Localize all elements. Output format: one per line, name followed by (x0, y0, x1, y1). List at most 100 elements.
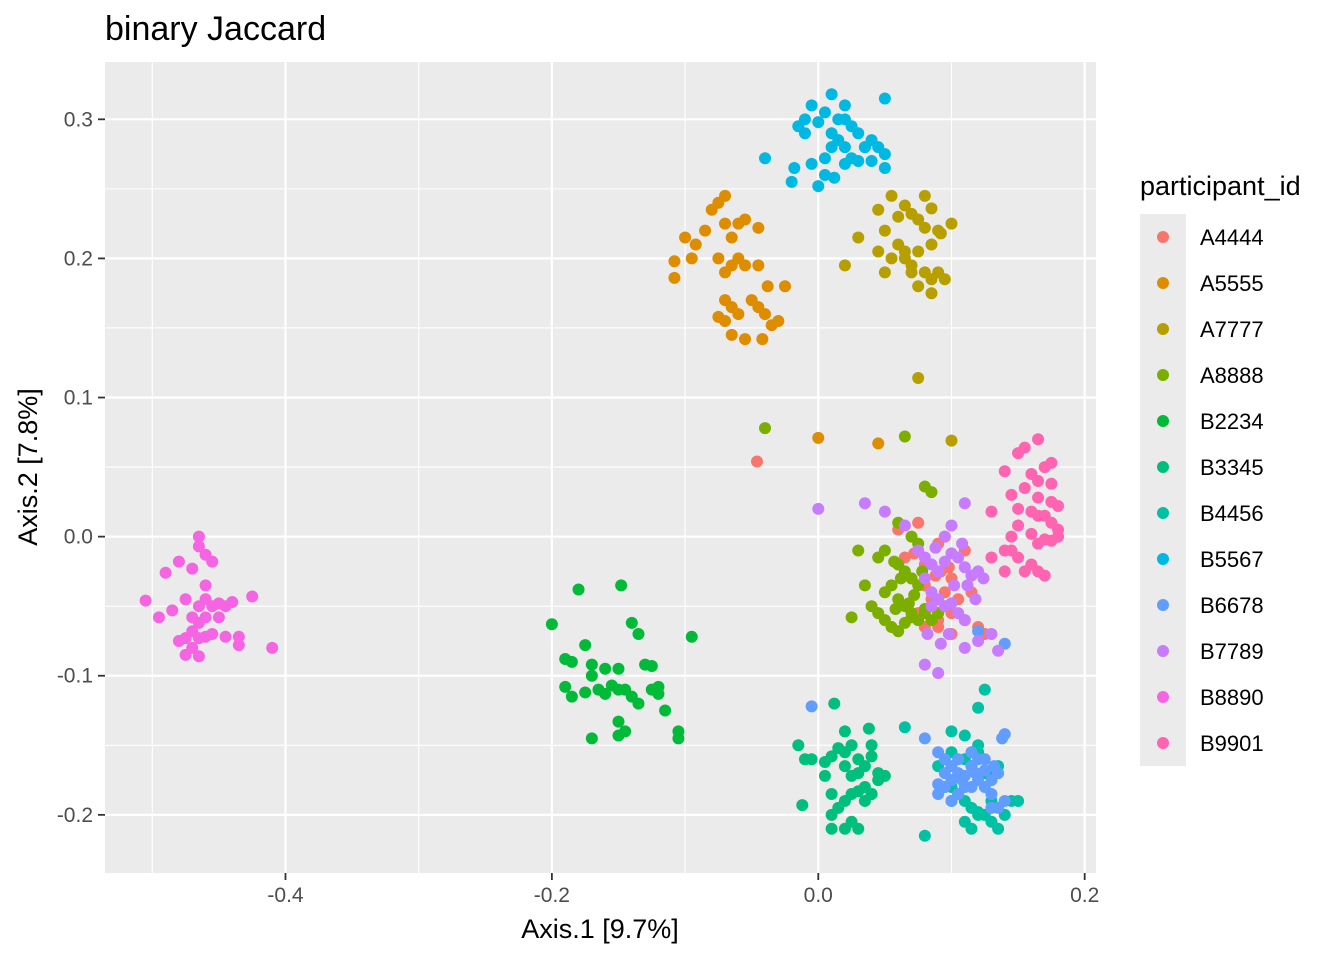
data-point (545, 618, 558, 631)
data-point (1012, 519, 1025, 532)
data-point (885, 252, 898, 265)
data-point (1018, 565, 1031, 578)
data-point (739, 213, 752, 226)
data-point (668, 255, 681, 268)
data-point (878, 224, 891, 237)
data-point (865, 739, 878, 752)
data-point (685, 630, 698, 643)
data-point (825, 141, 838, 154)
legend-key (1157, 737, 1169, 749)
data-point (938, 530, 951, 543)
data-point (812, 431, 825, 444)
data-point (938, 273, 951, 286)
data-point (852, 127, 865, 140)
data-point (798, 113, 811, 126)
data-point (972, 701, 985, 714)
data-point (925, 238, 938, 251)
data-point (958, 614, 971, 627)
data-point (159, 566, 172, 579)
series-B7789 (812, 497, 1005, 679)
data-point (825, 750, 838, 763)
data-point (865, 600, 878, 613)
data-point (865, 787, 878, 800)
data-point (818, 769, 831, 782)
data-point (934, 637, 947, 650)
data-point (932, 787, 945, 800)
data-point (912, 245, 925, 258)
data-point (865, 155, 878, 168)
data-point (798, 127, 811, 140)
data-point (945, 434, 958, 447)
data-point (751, 455, 764, 468)
data-point (812, 116, 825, 129)
data-point (998, 465, 1011, 478)
data-point (852, 155, 865, 168)
legend-item-B3345: B3345 (1157, 455, 1264, 480)
data-point (812, 180, 825, 193)
data-point (172, 555, 185, 568)
legend-key (1157, 645, 1169, 657)
legend-item-B5567: B5567 (1157, 547, 1264, 572)
data-point (585, 669, 598, 682)
data-point (925, 273, 938, 286)
data-point (828, 171, 841, 184)
data-point (958, 561, 971, 574)
data-point (1018, 481, 1031, 494)
data-point (918, 572, 931, 585)
data-point (632, 628, 645, 641)
data-point (872, 203, 885, 216)
data-point (978, 683, 991, 696)
y-tick-label: -0.1 (57, 665, 93, 688)
data-points (139, 88, 1065, 842)
data-point (139, 594, 152, 607)
data-point (858, 497, 871, 510)
legend-label: B6678 (1200, 593, 1264, 618)
data-point (699, 224, 712, 237)
data-point (689, 238, 702, 251)
data-point (945, 519, 958, 532)
data-point (912, 213, 925, 226)
data-point (192, 530, 205, 543)
legend-key (1157, 231, 1169, 243)
data-point (1052, 500, 1065, 513)
data-point (852, 231, 865, 244)
data-point (872, 245, 885, 258)
data-point (942, 628, 955, 641)
data-point (918, 732, 931, 745)
data-point (1005, 488, 1018, 501)
legend-label: A7777 (1200, 317, 1264, 342)
data-point (985, 505, 998, 518)
data-point (972, 625, 985, 638)
data-point (925, 600, 938, 613)
data-point (998, 565, 1011, 578)
legend-item-A7777: A7777 (1157, 317, 1264, 342)
data-point (788, 162, 801, 175)
legend-item-B6678: B6678 (1157, 593, 1264, 618)
data-point (898, 721, 911, 734)
legend-label: B4456 (1200, 501, 1264, 526)
legend-label: B2234 (1200, 409, 1264, 434)
legend-item-B2234: B2234 (1157, 409, 1264, 434)
data-point (761, 280, 774, 293)
data-point (838, 99, 851, 112)
series-B8890 (139, 530, 279, 663)
data-point (226, 596, 239, 609)
data-point (565, 690, 578, 703)
x-tick-label: -0.4 (267, 884, 304, 907)
data-point (992, 644, 1005, 657)
y-tick-label: 0.3 (64, 108, 93, 131)
legend-key (1157, 691, 1169, 703)
data-point (934, 227, 947, 240)
data-point (977, 572, 990, 585)
data-point (585, 732, 598, 745)
data-point (878, 148, 891, 161)
data-point (1012, 794, 1025, 807)
data-point (219, 630, 232, 643)
y-axis-title: Axis.2 [7.8%] (13, 388, 43, 546)
data-point (712, 252, 725, 265)
data-point (894, 572, 907, 585)
data-point (668, 271, 681, 284)
series-A5555 (668, 189, 885, 450)
legend-label: B7789 (1200, 639, 1264, 664)
data-point (956, 774, 969, 787)
